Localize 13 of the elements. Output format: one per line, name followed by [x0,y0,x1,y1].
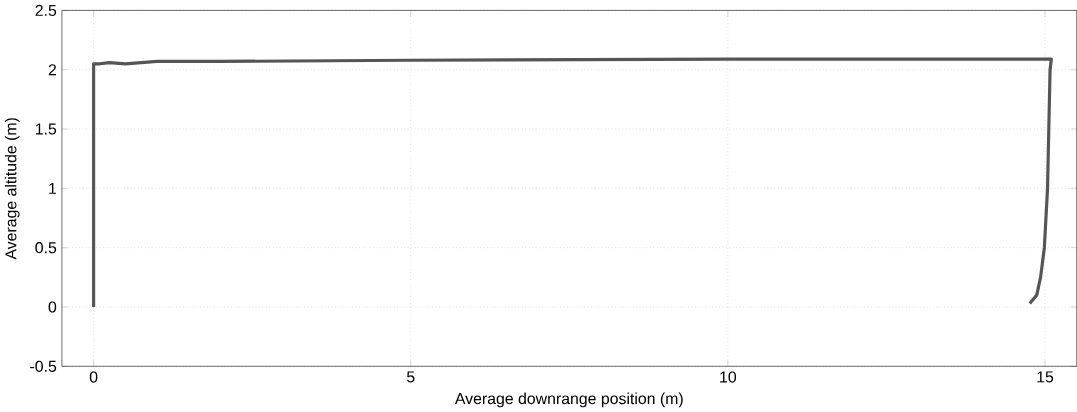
y-tick-label: 1.5 [35,123,57,135]
y-tick-label: -0.5 [30,360,57,372]
x-tick-label: 15 [1037,371,1054,383]
y-axis-title: Average altitude (m) [4,118,20,260]
x-tick-label: 10 [720,371,737,383]
y-tick-label: 2 [48,64,57,76]
x-tick-label: 0 [89,371,98,383]
y-tick-label: 1 [49,182,57,194]
x-axis-title: Average downrange position (m) [454,392,683,408]
x-tick-label: 5 [406,371,415,383]
y-tick-label: 0 [48,301,57,313]
y-tick-label: 2.5 [35,4,57,16]
y-tick-label: 0.5 [35,242,57,254]
